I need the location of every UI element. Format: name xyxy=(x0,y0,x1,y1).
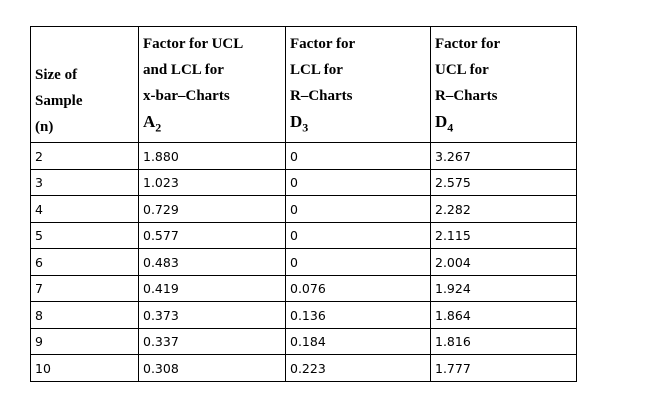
header-line: Factor for xyxy=(435,36,501,52)
table-cell: 0.577 xyxy=(138,221,286,250)
table-cell: 2.115 xyxy=(430,221,577,250)
header-line: Factor for UCL xyxy=(143,36,244,52)
table-cell: 1.924 xyxy=(430,274,577,303)
header-line: and LCL for xyxy=(143,62,224,78)
table-cell: 0.308 xyxy=(138,354,286,382)
table-row: 7 0.419 0.076 1.924 xyxy=(30,274,577,303)
table-cell: 0.729 xyxy=(138,195,286,223)
table-cell: 0.337 xyxy=(138,327,286,356)
header-line: Size of xyxy=(35,67,78,84)
table-cell: 0.136 xyxy=(285,301,431,329)
header-symbol: D4 xyxy=(435,109,572,140)
table-row: 6 0.483 0 2.004 xyxy=(30,248,577,276)
factor-table: Size of Sample (n) Factor for UCL and LCL fo… xyxy=(30,25,577,382)
header-symbol: A2 xyxy=(143,109,281,140)
header-line: UCL for xyxy=(435,62,489,78)
header-line: (n) xyxy=(35,119,54,136)
table-cell: 2.004 xyxy=(430,248,577,276)
table-cell: 0.184 xyxy=(285,327,431,356)
table-cell: 5 xyxy=(30,221,139,250)
table-cell: 0.419 xyxy=(138,274,286,303)
header-line: Sample xyxy=(35,93,83,110)
table-row: 10 0.308 0.223 1.777 xyxy=(30,354,577,382)
table-cell: 0 xyxy=(285,221,431,250)
header-line: R–Charts xyxy=(290,88,353,104)
symbol-sub: 3 xyxy=(302,120,309,135)
table-cell: 8 xyxy=(30,301,139,329)
table-cell: 7 xyxy=(30,274,139,303)
table-cell: 0.076 xyxy=(285,274,431,303)
table-cell: 2.282 xyxy=(430,195,577,223)
table-cell: 1.816 xyxy=(430,327,577,356)
header-cell: Factor for LCL for R–Charts D3 xyxy=(285,25,431,144)
table-cell: 0.483 xyxy=(138,248,286,276)
header-line: x-bar–Charts xyxy=(143,88,230,104)
table-cell: 3.267 xyxy=(430,142,577,170)
table-cell: 1.023 xyxy=(138,168,286,197)
table-cell: 2 xyxy=(30,142,139,170)
table-row: 4 0.729 0 2.282 xyxy=(30,195,577,223)
table-cell: 0 xyxy=(285,168,431,197)
symbol-base: A xyxy=(143,112,156,131)
table-cell: 0 xyxy=(285,248,431,276)
header-cell: Factor for UCL and LCL for x-bar–Charts A2 xyxy=(138,25,286,144)
table-cell: 2.575 xyxy=(430,168,577,197)
table-cell: 9 xyxy=(30,327,139,356)
table-cell: 1.864 xyxy=(430,301,577,329)
table-row: 2 1.880 0 3.267 xyxy=(30,142,577,170)
table-cell: 0 xyxy=(285,195,431,223)
symbol-base: D xyxy=(435,112,448,131)
table-cell: 1.777 xyxy=(430,354,577,382)
header-line: R–Charts xyxy=(435,88,498,104)
table-cell: 0.223 xyxy=(285,354,431,382)
table-cell: 0.373 xyxy=(138,301,286,329)
table-cell: 3 xyxy=(30,168,139,197)
table-cell: 0 xyxy=(285,142,431,170)
header-cell: Factor for UCL for R–Charts D4 xyxy=(430,25,577,144)
header-row: Size of Sample (n) Factor for UCL and LCL fo… xyxy=(30,25,577,144)
table-row: 8 0.373 0.136 1.864 xyxy=(30,301,577,329)
header-cell: Size of Sample (n) xyxy=(30,25,139,144)
symbol-base: D xyxy=(290,112,303,131)
symbol-sub: 4 xyxy=(447,120,454,135)
table-cell: 10 xyxy=(30,354,139,382)
header-symbol: D3 xyxy=(290,109,426,140)
table-row: 3 1.023 0 2.575 xyxy=(30,168,577,197)
table-cell: 6 xyxy=(30,248,139,276)
header-line: LCL for xyxy=(290,62,343,78)
table-row: 9 0.337 0.184 1.816 xyxy=(30,327,577,356)
table-cell: 1.880 xyxy=(138,142,286,170)
table-cell: 4 xyxy=(30,195,139,223)
header-line: Factor for xyxy=(290,36,356,52)
table-row: 5 0.577 0 2.115 xyxy=(30,221,577,250)
symbol-sub: 2 xyxy=(155,120,162,135)
